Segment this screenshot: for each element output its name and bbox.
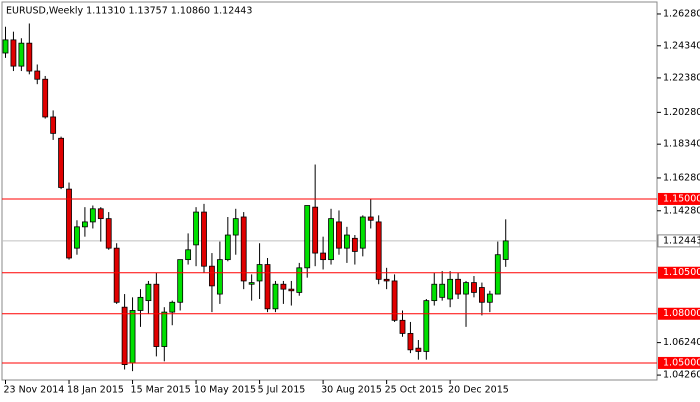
x-tick-label: 15 Mar 2015 [131,385,191,396]
candle-body [129,310,136,364]
candle-body [2,39,9,54]
candle-body [383,278,390,282]
candle-body [336,221,342,249]
candle-body [66,188,72,259]
candle-body [240,216,247,282]
y-tick-label: 1.18340 [663,139,700,150]
candle-body [18,42,25,67]
candle-body [367,216,374,221]
candle-body [177,259,184,303]
candle-body [423,300,430,352]
candle-body [375,221,382,280]
x-tick-label: 30 Aug 2015 [321,385,382,396]
candle-body [494,254,501,295]
candle-body [137,296,144,311]
candle-body [10,39,17,67]
candle-body [248,282,255,285]
candle-body [471,282,477,293]
x-tick-label: 5 Jul 2015 [258,385,306,396]
candle-body [50,116,57,134]
x-tick-label: 18 Jan 2015 [67,385,124,396]
x-tick-label: 23 Nov 2014 [4,385,65,396]
x-tick-label: 10 May 2015 [194,385,256,396]
candle-body [296,267,303,293]
candle-body [216,259,223,295]
y-tick-label: 1.04260 [663,370,700,381]
candle-body [280,283,287,290]
current-price-label: 1.12443 [663,235,700,246]
candle-body [328,218,334,261]
candle-body [42,78,49,118]
candle-body [272,283,279,310]
level-label-box [658,356,700,369]
candle-body [391,280,398,321]
candle-body [58,137,64,188]
candle-body [264,264,271,310]
candle-body [407,333,414,351]
level-label: 1.08000 [663,308,700,319]
candle-body [359,216,366,249]
candle-body [121,306,128,365]
candle-body [224,234,231,261]
x-tick-label: 25 Oct 2015 [385,385,444,396]
candle-body [351,237,358,252]
chart-title: EURUSD,Weekly 1.11310 1.13757 1.10860 1.… [6,6,252,17]
candle-body [105,218,112,249]
candle-body [463,282,469,295]
y-tick-label: 1.16280 [663,172,700,183]
y-tick-label: 1.26280 [663,8,700,19]
candle-body [320,252,327,261]
candle-body [486,293,493,303]
candle-body [185,249,192,261]
level-label: 1.15000 [663,193,700,204]
candle-body [447,278,454,300]
y-tick-label: 1.14280 [663,205,700,216]
candle-body [399,319,406,334]
y-tick-label: 1.24340 [663,40,700,51]
candle-body [201,211,207,267]
candle-body [232,218,239,236]
candle-body [89,208,96,223]
candle-body [288,288,295,292]
candle-body [34,70,41,80]
candle-body [26,42,33,72]
level-label-box [658,307,700,320]
candle-body [169,301,176,313]
x-tick-label: 20 Dec 2015 [448,385,509,396]
candle-body [478,287,485,303]
candle-body [431,283,438,302]
plot-frame [1,1,658,381]
candle-body [82,221,88,228]
candle-body [193,211,199,246]
level-label: 1.10500 [663,267,700,278]
candle-body [455,278,461,295]
candle-body [145,283,152,302]
candle-body [74,226,80,249]
candle-body [153,283,160,347]
candle-body [439,283,446,298]
y-tick-label: 1.06240 [663,337,700,348]
candle-body [161,311,168,347]
candle-body [312,206,319,254]
y-tick-label: 1.22380 [663,72,700,83]
level-label: 1.05000 [663,357,700,368]
y-tick-label: 1.20280 [663,107,700,118]
current-price-box [657,234,700,248]
level-label-box [658,266,700,279]
candle-body [209,265,215,287]
candle-body [97,208,104,220]
candle-body [344,234,350,249]
candle-body [304,205,311,269]
candle-body [502,240,509,260]
level-label-box [658,192,700,205]
candle-body [113,247,120,303]
candle-body [415,347,422,352]
